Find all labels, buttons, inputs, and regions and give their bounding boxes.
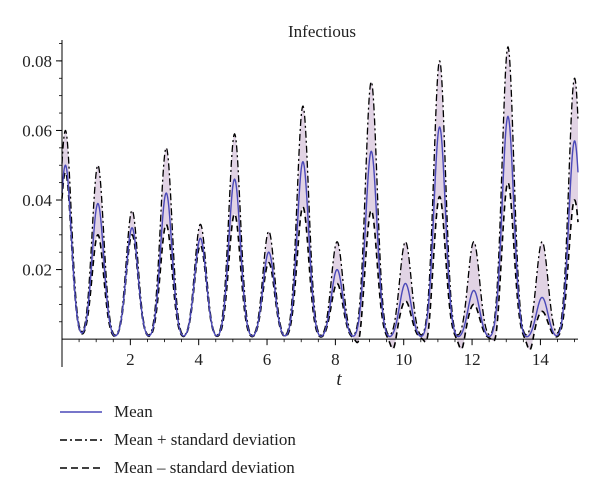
chart-title: Infectious	[288, 22, 356, 41]
y-tick-label: 0.08	[22, 52, 52, 71]
y-tick-label: 0.04	[22, 191, 52, 210]
legend: Mean Mean + standard deviation Mean – stan…	[60, 402, 296, 477]
y-tick-label: 0.06	[22, 121, 52, 140]
series-mean	[61, 115, 579, 338]
x-tick-label: 2	[126, 350, 135, 369]
x-tick-label: 4	[194, 350, 203, 369]
x-tick-label: 8	[331, 350, 340, 369]
x-axis-label: t	[336, 369, 342, 390]
legend-label: Mean	[114, 402, 153, 421]
x-tick-label: 6	[263, 350, 272, 369]
x-tick-label: 12	[464, 350, 481, 369]
axes: 2 4 6 8 10 12 14 0.02 0.04 0.06 0.08	[22, 40, 578, 369]
legend-label: Mean + standard deviation	[114, 430, 296, 449]
series-lower	[61, 171, 579, 351]
x-tick-label: 14	[532, 350, 550, 369]
y-tick-label: 0.02	[22, 261, 52, 280]
plot-area	[61, 45, 579, 351]
legend-label: Mean – standard deviation	[114, 458, 295, 477]
x-tick-label: 10	[395, 350, 412, 369]
